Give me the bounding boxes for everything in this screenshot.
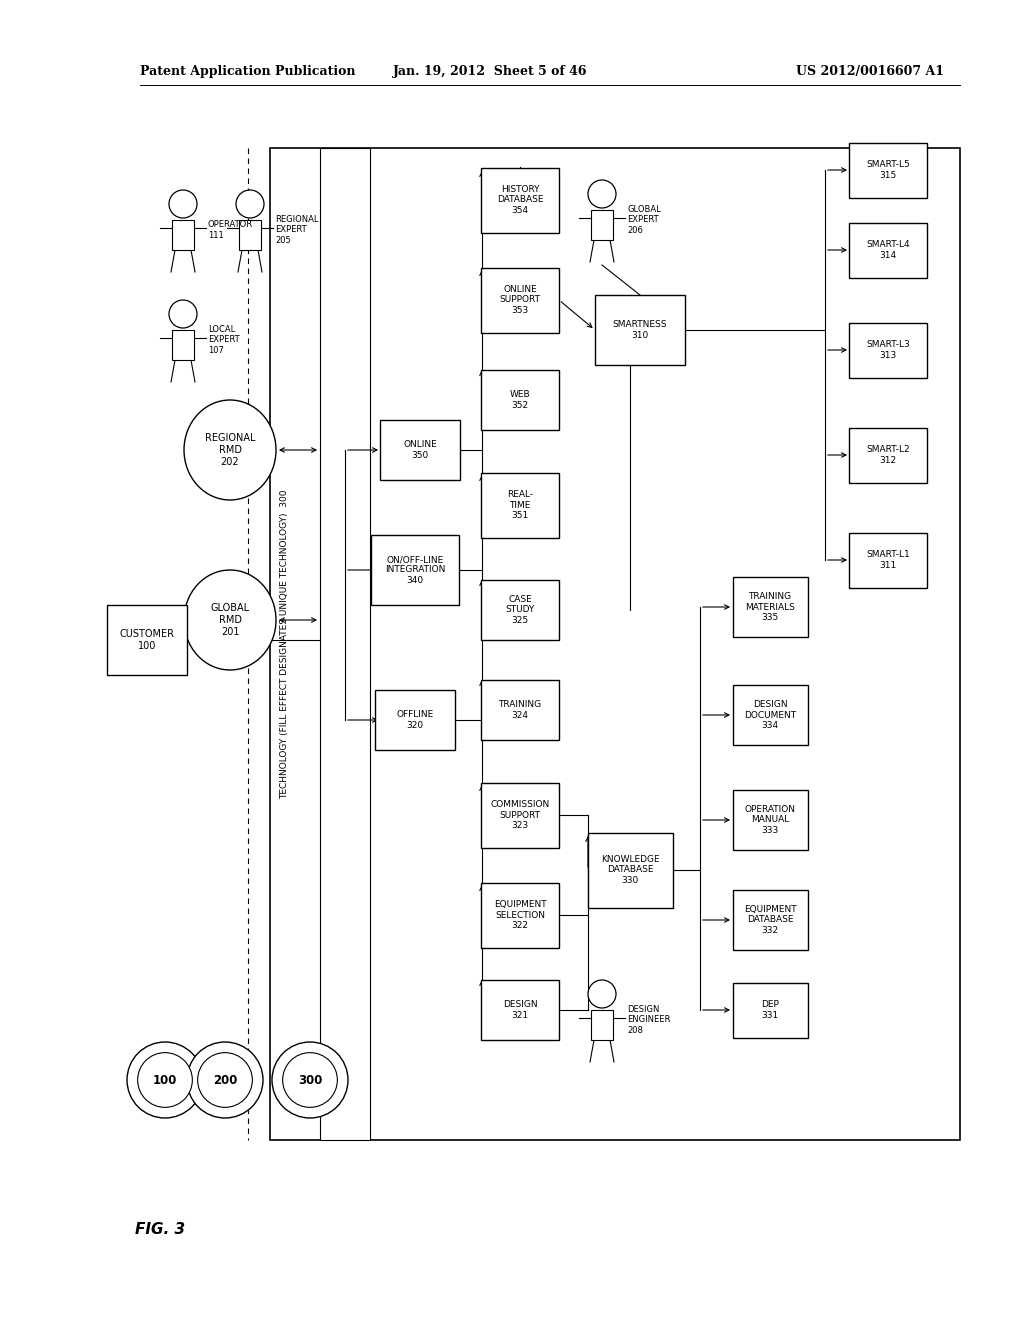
Text: SMART-L5
315: SMART-L5 315	[866, 160, 910, 180]
Text: REGIONAL
RMD
202: REGIONAL RMD 202	[205, 433, 255, 466]
Text: 200: 200	[213, 1073, 238, 1086]
Text: DEP
331: DEP 331	[761, 1001, 779, 1019]
Text: OPERATOR
111: OPERATOR 111	[208, 220, 253, 240]
Text: TRAINING
MATERIALS
335: TRAINING MATERIALS 335	[745, 593, 795, 622]
Circle shape	[198, 1052, 252, 1107]
Text: EQUIPMENT
DATABASE
332: EQUIPMENT DATABASE 332	[743, 906, 797, 935]
Text: EQUIPMENT
SELECTION
322: EQUIPMENT SELECTION 322	[494, 900, 547, 929]
Text: Jan. 19, 2012  Sheet 5 of 46: Jan. 19, 2012 Sheet 5 of 46	[393, 66, 587, 78]
Bar	[849, 143, 927, 198]
Bar	[481, 370, 559, 430]
Text: CUSTOMER
100: CUSTOMER 100	[120, 630, 174, 651]
Bar	[481, 979, 559, 1040]
Bar	[172, 220, 194, 249]
Circle shape	[588, 180, 616, 209]
Text: CASE
STUDY
325: CASE STUDY 325	[505, 595, 535, 624]
Bar	[849, 532, 927, 587]
Circle shape	[187, 1041, 263, 1118]
Bar	[481, 473, 559, 537]
Circle shape	[127, 1041, 203, 1118]
Circle shape	[169, 300, 197, 327]
Bar	[371, 535, 459, 605]
Text: GLOBAL
RMD
201: GLOBAL RMD 201	[211, 603, 250, 636]
Bar	[732, 577, 808, 638]
Text: SMARTNESS
310: SMARTNESS 310	[612, 321, 668, 339]
Bar	[849, 428, 927, 483]
Text: COMMISSION
SUPPORT
323: COMMISSION SUPPORT 323	[490, 800, 550, 830]
Circle shape	[283, 1052, 337, 1107]
Ellipse shape	[184, 570, 276, 671]
Text: SMART-L2
312: SMART-L2 312	[866, 445, 909, 465]
Bar	[481, 680, 559, 741]
Text: OFFLINE
320: OFFLINE 320	[396, 710, 433, 730]
Text: DESIGN
321: DESIGN 321	[503, 1001, 538, 1019]
Bar	[375, 690, 455, 750]
Circle shape	[169, 190, 197, 218]
Bar	[481, 883, 559, 948]
Bar	[732, 685, 808, 744]
Circle shape	[236, 190, 264, 218]
Text: SMART-L3
313: SMART-L3 313	[866, 341, 910, 360]
Circle shape	[588, 979, 616, 1008]
Bar	[481, 168, 559, 232]
Bar	[588, 833, 673, 908]
Text: 300: 300	[298, 1073, 323, 1086]
Bar	[239, 220, 261, 249]
Text: Patent Application Publication: Patent Application Publication	[140, 66, 355, 78]
Bar	[106, 605, 187, 675]
Text: ON/OFF-LINE
INTEGRATION
340: ON/OFF-LINE INTEGRATION 340	[385, 556, 445, 585]
Bar	[732, 982, 808, 1038]
Bar	[172, 330, 194, 360]
Circle shape	[137, 1052, 193, 1107]
Bar	[481, 579, 559, 640]
Text: ONLINE
SUPPORT
353: ONLINE SUPPORT 353	[500, 285, 541, 315]
Bar	[849, 322, 927, 378]
Text: SMART-L1
311: SMART-L1 311	[866, 550, 910, 570]
Text: WEB
352: WEB 352	[510, 391, 530, 409]
Text: KNOWLEDGE
DATABASE
330: KNOWLEDGE DATABASE 330	[601, 855, 659, 884]
Text: SMART-L4
314: SMART-L4 314	[866, 240, 909, 260]
Bar	[732, 789, 808, 850]
Bar	[481, 783, 559, 847]
Bar	[849, 223, 927, 277]
Bar	[270, 148, 961, 1140]
Text: HISTORY
DATABASE
354: HISTORY DATABASE 354	[497, 185, 544, 215]
Text: DESIGN
ENGINEER
208: DESIGN ENGINEER 208	[627, 1005, 671, 1035]
Text: 100: 100	[153, 1073, 177, 1086]
Text: FIG. 3: FIG. 3	[135, 1222, 185, 1238]
Bar	[595, 294, 685, 366]
Bar	[591, 1010, 613, 1040]
Bar	[732, 890, 808, 950]
Text: DESIGN
DOCUMENT
334: DESIGN DOCUMENT 334	[744, 700, 796, 730]
Text: GLOBAL
EXPERT
206: GLOBAL EXPERT 206	[627, 205, 660, 235]
Text: TRAINING
324: TRAINING 324	[499, 701, 542, 719]
Bar	[591, 210, 613, 240]
Bar	[481, 268, 559, 333]
Text: ONLINE
350: ONLINE 350	[403, 441, 437, 459]
Text: US 2012/0016607 A1: US 2012/0016607 A1	[796, 66, 944, 78]
Circle shape	[272, 1041, 348, 1118]
Text: LOCAL
EXPERT
107: LOCAL EXPERT 107	[208, 325, 240, 355]
Text: OPERATION
MANUAL
333: OPERATION MANUAL 333	[744, 805, 796, 836]
Ellipse shape	[184, 400, 276, 500]
Text: REAL-
TIME
351: REAL- TIME 351	[507, 490, 534, 520]
Bar	[319, 148, 370, 1140]
Bar	[380, 420, 460, 480]
Text: REGIONAL
EXPERT
205: REGIONAL EXPERT 205	[275, 215, 318, 246]
Text: TECHNOLOGY (FILL EFFECT DESIGNATES UNIQUE TECHNOLOGY)  300: TECHNOLOGY (FILL EFFECT DESIGNATES UNIQU…	[281, 490, 290, 799]
